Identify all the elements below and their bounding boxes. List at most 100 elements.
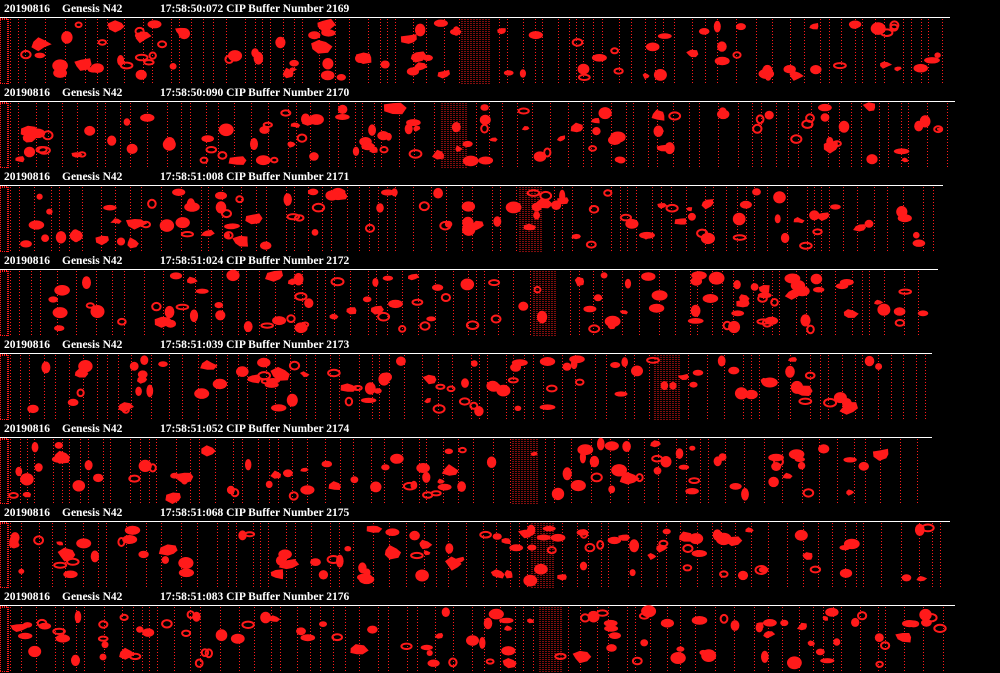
particle-blob (785, 365, 795, 378)
particle-blob (302, 116, 317, 126)
particle-blob (36, 193, 43, 200)
particle-blob (488, 279, 501, 287)
particle-blob (733, 280, 741, 290)
particle-blob (739, 294, 750, 303)
particle-blob (505, 201, 522, 214)
particle-blob (485, 658, 495, 665)
particle-blob (864, 355, 875, 367)
particle-blob (200, 229, 215, 237)
particle-blob (408, 149, 423, 159)
particle-blob (300, 485, 315, 495)
probe-name: Genesis N42 (62, 591, 123, 603)
particle-blob (677, 373, 690, 380)
particle-blob (9, 535, 19, 549)
particle-blob (686, 49, 699, 58)
particle-blob (56, 541, 63, 546)
particle-blob (317, 18, 336, 31)
particle-blob (18, 632, 33, 640)
particle-blob (866, 154, 878, 165)
particle-blob (364, 223, 376, 233)
particle-blob (774, 214, 781, 224)
particle-blob (372, 278, 379, 287)
particle-blob (159, 219, 175, 232)
particle-blob (411, 298, 424, 306)
particle-blob (404, 123, 413, 135)
particle-blob (74, 58, 92, 71)
particle-blob (200, 648, 210, 657)
particle-blob (596, 540, 605, 550)
particle-blob (128, 474, 141, 483)
particle-blob (862, 102, 876, 112)
particle-blob (550, 533, 566, 542)
particle-blob (379, 146, 389, 154)
particle-blob (217, 151, 228, 160)
particle-blob (125, 219, 148, 230)
particle-blob (370, 481, 382, 493)
particle-blob (360, 397, 377, 403)
particle-blob (52, 307, 68, 319)
particle-blob (822, 615, 828, 621)
particle-blob (809, 210, 820, 221)
particle-blob (283, 469, 293, 478)
particle-blob (382, 275, 394, 281)
particle-blob (689, 445, 696, 451)
particle-blob (126, 143, 138, 154)
particle-blob (426, 650, 433, 656)
particle-blob (432, 149, 444, 160)
particle-blob (631, 365, 643, 377)
particle-blob (806, 324, 815, 335)
particle-blob (140, 355, 149, 365)
particle-blob (901, 574, 912, 582)
particle-blob (533, 151, 547, 162)
particle-blob (466, 635, 479, 646)
particle-blob (687, 212, 696, 221)
particle-blob (796, 622, 807, 631)
particle-blob (557, 574, 567, 581)
particle-blob (18, 568, 25, 574)
particle-blob (843, 457, 857, 463)
particle-blob (624, 278, 632, 289)
particle-blob (517, 107, 530, 115)
particle-blob (140, 113, 155, 122)
particle-blob (562, 467, 572, 481)
particle-blob (378, 372, 390, 386)
particle-blob (260, 241, 272, 250)
buffer-time-label: 17:58:50:072 CIP Buffer Number 2169 (160, 3, 350, 15)
particle-blob (127, 237, 139, 249)
buffer-date: 20190816 (4, 507, 50, 519)
particle-blob (651, 454, 664, 463)
particle-blob (588, 145, 598, 152)
particle-blob (691, 616, 708, 625)
particle-blob (717, 355, 726, 367)
particle-blob (337, 104, 348, 114)
particle-blob (178, 557, 194, 569)
particle-blob (556, 135, 566, 142)
particle-blob (437, 483, 452, 491)
particle-blob (893, 148, 910, 155)
particle-blob (685, 488, 699, 495)
particle-blob (572, 650, 592, 664)
particle-blob (712, 529, 722, 541)
particle-blob (46, 208, 53, 215)
particle-blob (614, 391, 628, 397)
particle-blob (257, 357, 271, 368)
particle-blob (34, 463, 43, 472)
particle-blob (816, 212, 830, 221)
particle-blob (645, 42, 660, 52)
particle-blob (283, 193, 292, 206)
particle-blob (253, 51, 264, 65)
particle-image-canvas (0, 437, 932, 504)
particle-blob (259, 126, 270, 134)
particle-blob (362, 296, 372, 303)
particle-blob (934, 52, 941, 58)
particle-blob (719, 570, 729, 578)
particle-blob (52, 627, 66, 635)
particle-blob (194, 388, 210, 399)
particle-blob (758, 566, 769, 573)
particle-blob (678, 464, 690, 470)
particle-blob (504, 570, 513, 579)
particle-blob (235, 195, 244, 204)
particle-blob (539, 404, 556, 410)
particle-blob (755, 114, 765, 125)
particle-image-strip (0, 185, 943, 252)
